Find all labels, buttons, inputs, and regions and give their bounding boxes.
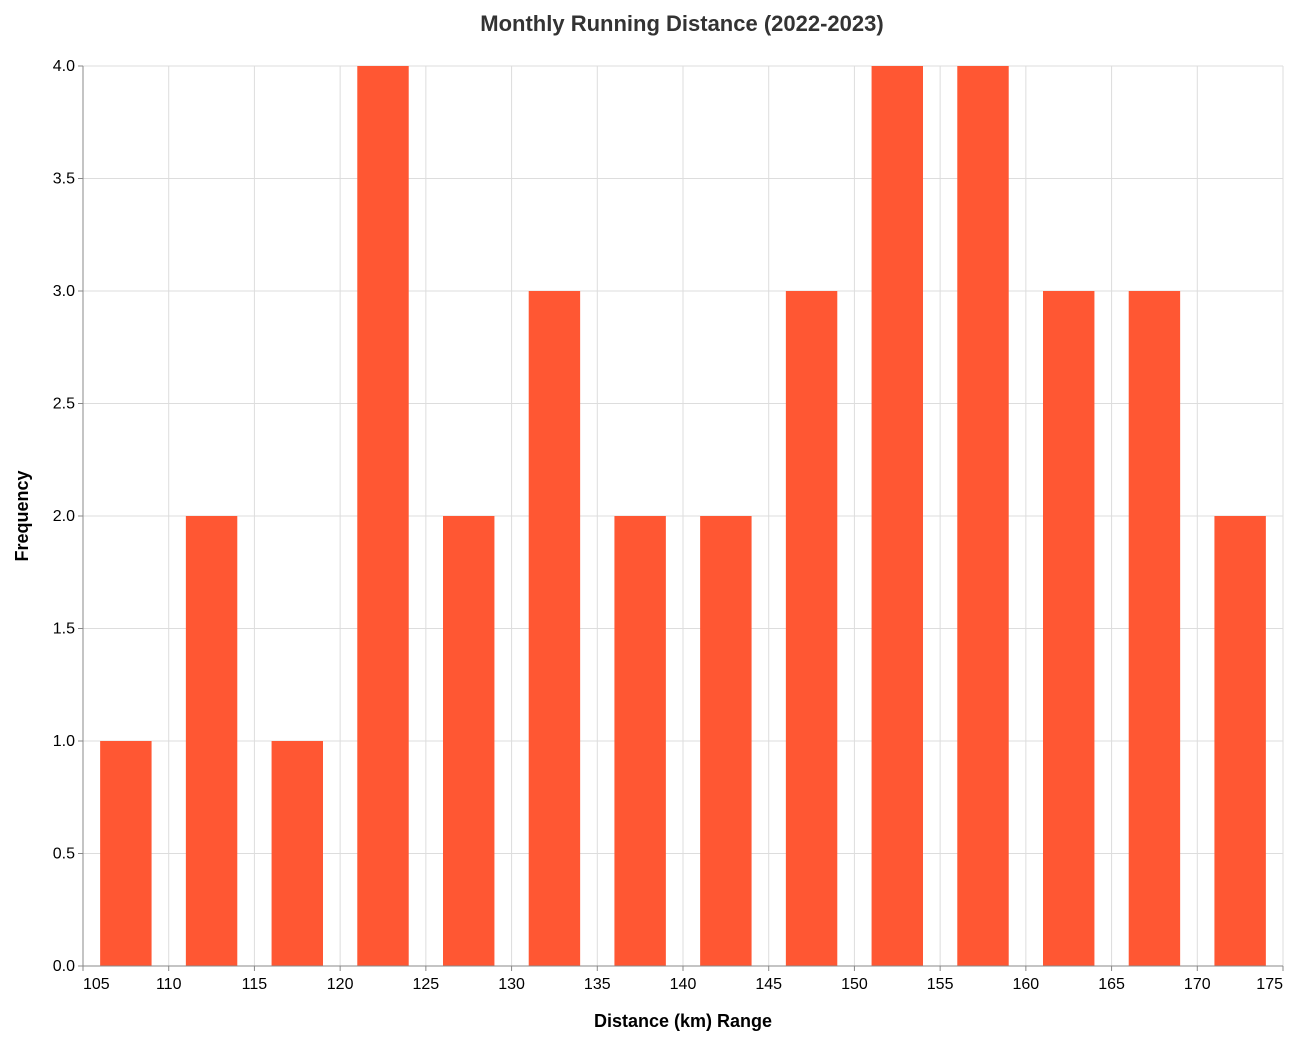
x-tick-label: 175	[1256, 976, 1283, 993]
histogram-bar[interactable]	[357, 66, 409, 966]
x-tick-label: 155	[927, 976, 954, 993]
y-tick-label: 1.0	[53, 733, 75, 750]
histogram-bar[interactable]	[271, 741, 323, 966]
histogram-bar[interactable]	[185, 516, 238, 966]
y-tick-label: 0.5	[53, 846, 75, 863]
histogram-bar[interactable]	[1043, 291, 1095, 966]
y-tick-label: 2.5	[53, 396, 75, 413]
histogram-bar[interactable]	[528, 291, 581, 966]
x-tick-label: 120	[327, 976, 354, 993]
histogram-bar[interactable]	[100, 741, 152, 966]
bars	[100, 66, 1266, 966]
y-tick-label: 1.5	[53, 621, 75, 638]
x-tick-label: 130	[498, 976, 525, 993]
x-tick-label: 110	[156, 976, 182, 993]
y-tick-label: 0.0	[53, 958, 75, 975]
x-axis-ticks: 105 110 115 120 125 130 135 140 145 150 155 160 165 1…	[82, 966, 1284, 993]
x-tick-label: 135	[584, 976, 611, 993]
x-tick-label: 165	[1098, 976, 1125, 993]
x-tick-label: 115	[242, 976, 268, 993]
histogram-bar[interactable]	[614, 516, 666, 966]
histogram-bar[interactable]	[1128, 291, 1181, 966]
x-tick-label: 160	[1013, 976, 1040, 993]
y-tick-label: 2.0	[53, 508, 75, 525]
y-axis-title: Frequency	[12, 470, 32, 561]
x-tick-label: 170	[1184, 976, 1211, 993]
y-tick-label: 3.5	[53, 171, 75, 188]
x-tick-label: 125	[413, 976, 440, 993]
x-tick-label: 105	[83, 976, 110, 993]
histogram-bar[interactable]	[785, 291, 838, 966]
histogram-bar[interactable]	[443, 516, 495, 966]
y-tick-label: 3.0	[53, 283, 75, 300]
chart-title: Monthly Running Distance (2022-2023)	[480, 11, 883, 36]
x-tick-label: 145	[755, 976, 782, 993]
y-axis-ticks: 0.0 0.5 1.0 1.5 2.0 2.5 3.0 3.5 4.0	[53, 58, 83, 975]
x-tick-label: 150	[841, 976, 868, 993]
grid-lines	[82, 65, 1284, 967]
x-axis-title: Distance (km) Range	[594, 1011, 772, 1031]
histogram-bar[interactable]	[871, 66, 923, 966]
histogram-bar[interactable]	[700, 516, 752, 966]
y-tick-label: 4.0	[53, 58, 75, 75]
x-tick-label: 140	[670, 976, 697, 993]
histogram-bar[interactable]	[957, 66, 1009, 966]
histogram-bar[interactable]	[1214, 516, 1266, 966]
